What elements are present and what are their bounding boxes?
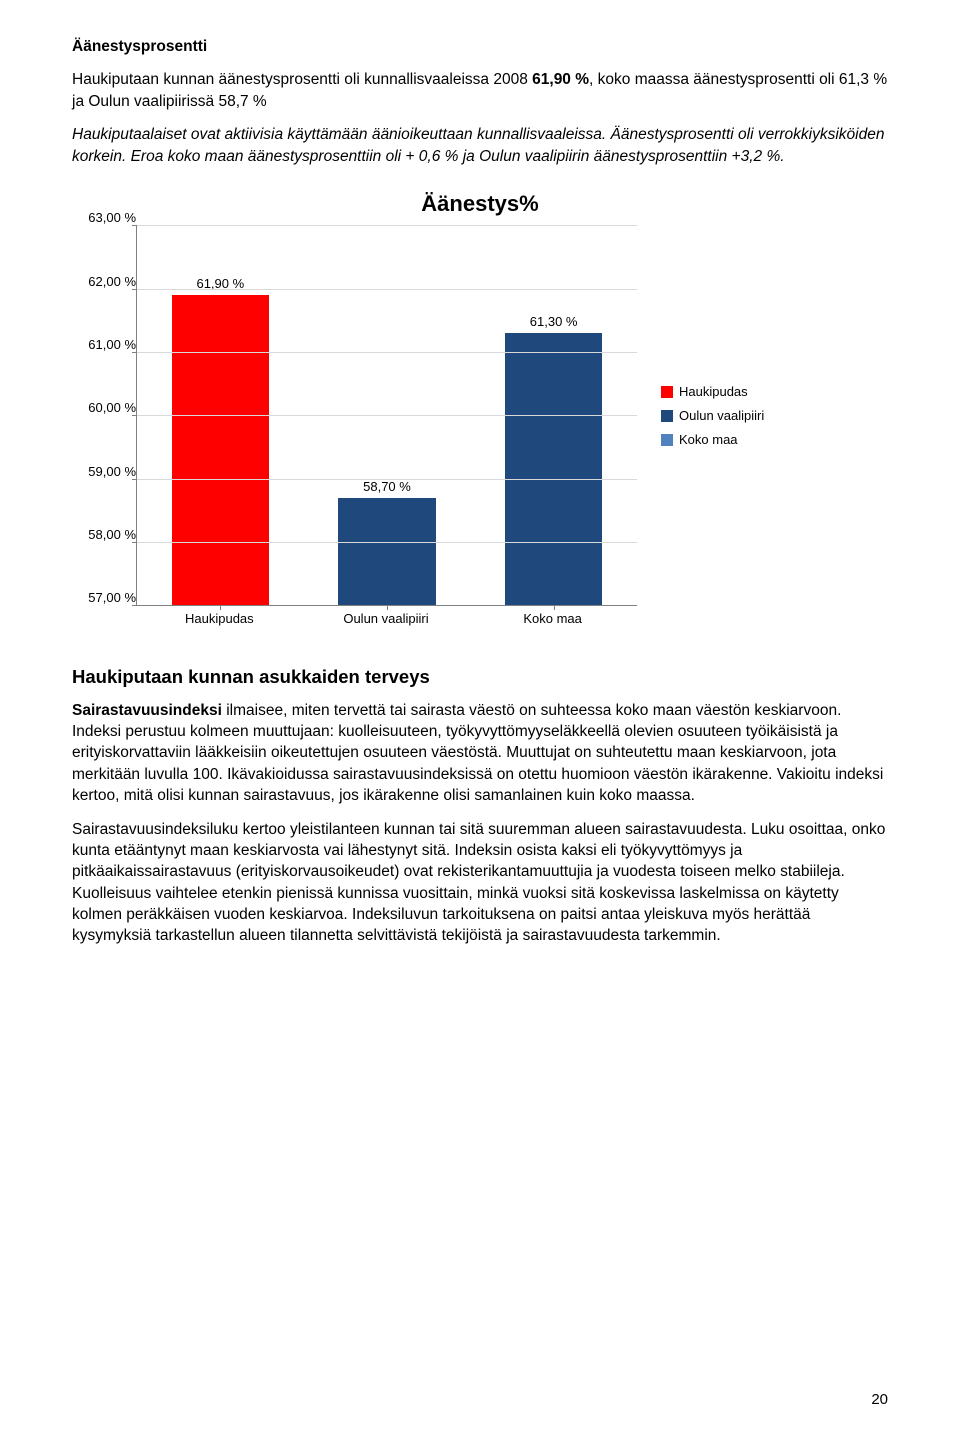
bar-chart: Äänestys% 63,00 %62,00 %61,00 %60,00 %59… — [72, 189, 888, 628]
x-tick-mark — [220, 605, 221, 610]
bar — [505, 333, 602, 605]
section-heading-2: Haukiputaan kunnan asukkaiden terveys — [72, 664, 888, 690]
x-tick-label: Oulun vaalipiiri — [303, 610, 468, 628]
y-tick-mark — [132, 605, 137, 606]
bar — [338, 498, 435, 606]
legend-item: Koko maa — [661, 431, 811, 449]
legend-swatch — [661, 410, 673, 422]
gridline — [137, 352, 637, 353]
text-run: Haukiputaan kunnan äänestysprosentti oli… — [72, 71, 532, 88]
x-tick-mark — [387, 605, 388, 610]
section-heading-1: Äänestysprosentti — [72, 36, 888, 57]
gridline — [137, 415, 637, 416]
chart-legend: Haukipudas Oulun vaalipiiri Koko maa — [637, 225, 811, 606]
page-number: 20 — [871, 1390, 888, 1411]
legend-swatch — [661, 386, 673, 398]
gridline — [137, 225, 637, 226]
bar-value-label: 58,70 % — [363, 478, 411, 496]
legend-swatch — [661, 434, 673, 446]
y-tick-mark — [132, 225, 137, 226]
legend-label: Oulun vaalipiiri — [679, 407, 764, 425]
x-tick-label: Koko maa — [470, 610, 635, 628]
legend-item: Oulun vaalipiiri — [661, 407, 811, 425]
gridline — [137, 479, 637, 480]
chart-title: Äänestys% — [72, 189, 888, 219]
legend-label: Koko maa — [679, 431, 738, 449]
legend-item: Haukipudas — [661, 383, 811, 401]
x-tick-label: Haukipudas — [137, 610, 302, 628]
y-tick-mark — [132, 352, 137, 353]
gridline — [137, 542, 637, 543]
body-paragraph-1: Sairastavuusindeksi ilmaisee, miten terv… — [72, 700, 888, 807]
body-paragraph-2: Sairastavuusindeksiluku kertoo yleistila… — [72, 819, 888, 947]
bar-value-label: 61,90 % — [196, 275, 244, 293]
bar-value-label: 61,30 % — [530, 313, 578, 331]
y-tick-mark — [132, 479, 137, 480]
y-tick-mark — [132, 289, 137, 290]
chart-x-axis: HaukipudasOulun vaalipiiriKoko maa — [136, 606, 636, 628]
gridline — [137, 289, 637, 290]
chart-plot-area: 61,90 % 58,70 % 61,30 % — [136, 225, 637, 606]
y-tick-mark — [132, 542, 137, 543]
bar — [172, 295, 269, 605]
x-tick-mark — [554, 605, 555, 610]
bold-run: Sairastavuusindeksi — [72, 702, 222, 719]
y-tick-mark — [132, 415, 137, 416]
chart-y-axis: 63,00 %62,00 %61,00 %60,00 %59,00 %58,00… — [72, 225, 136, 605]
italic-paragraph: Haukiputaalaiset ovat aktiivisia käyttäm… — [72, 124, 888, 167]
bold-run: 61,90 % — [532, 71, 589, 88]
intro-paragraph: Haukiputaan kunnan äänestysprosentti oli… — [72, 69, 888, 112]
legend-label: Haukipudas — [679, 383, 748, 401]
